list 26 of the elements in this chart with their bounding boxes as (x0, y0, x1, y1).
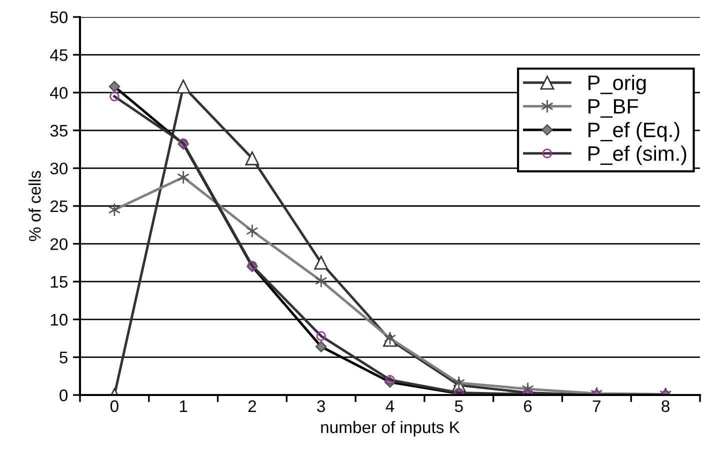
x-tick-label: 4 (386, 400, 394, 412)
legend-label: P_BF (588, 99, 638, 118)
x-tick-label: 5 (454, 400, 463, 412)
x-tick-label: 3 (317, 400, 326, 412)
y-tick-label: 5 (60, 352, 68, 364)
y-tick-label: 0 (60, 389, 68, 402)
y-tick-label: 30 (50, 162, 68, 174)
y-tick-label: 45 (50, 49, 68, 62)
y-tick-label: 15 (50, 276, 68, 288)
legend-label: P_ef (Eq.) (588, 122, 680, 142)
x-tick-label: 8 (662, 400, 670, 412)
x-tick-label: 1 (180, 400, 188, 412)
legend-label: P_orig (588, 74, 646, 94)
y-tick-label: 25 (50, 200, 68, 212)
y-tick-label: 40 (50, 87, 68, 99)
y-tick-label: 20 (50, 238, 68, 250)
y-tick-label: 10 (50, 314, 68, 326)
legend-label: P_ef (sim.) (588, 146, 686, 166)
x-tick-label: 6 (524, 400, 532, 412)
x-tick-label: 2 (248, 400, 256, 412)
x-tick-label: 7 (592, 400, 600, 412)
y-tick-label: 50 (50, 11, 68, 24)
y-tick-label: 35 (50, 124, 68, 137)
x-tick-label: 0 (110, 400, 118, 412)
y-axis-title: % of cells (28, 170, 41, 242)
x-axis-title: number of inputs K (321, 420, 460, 436)
